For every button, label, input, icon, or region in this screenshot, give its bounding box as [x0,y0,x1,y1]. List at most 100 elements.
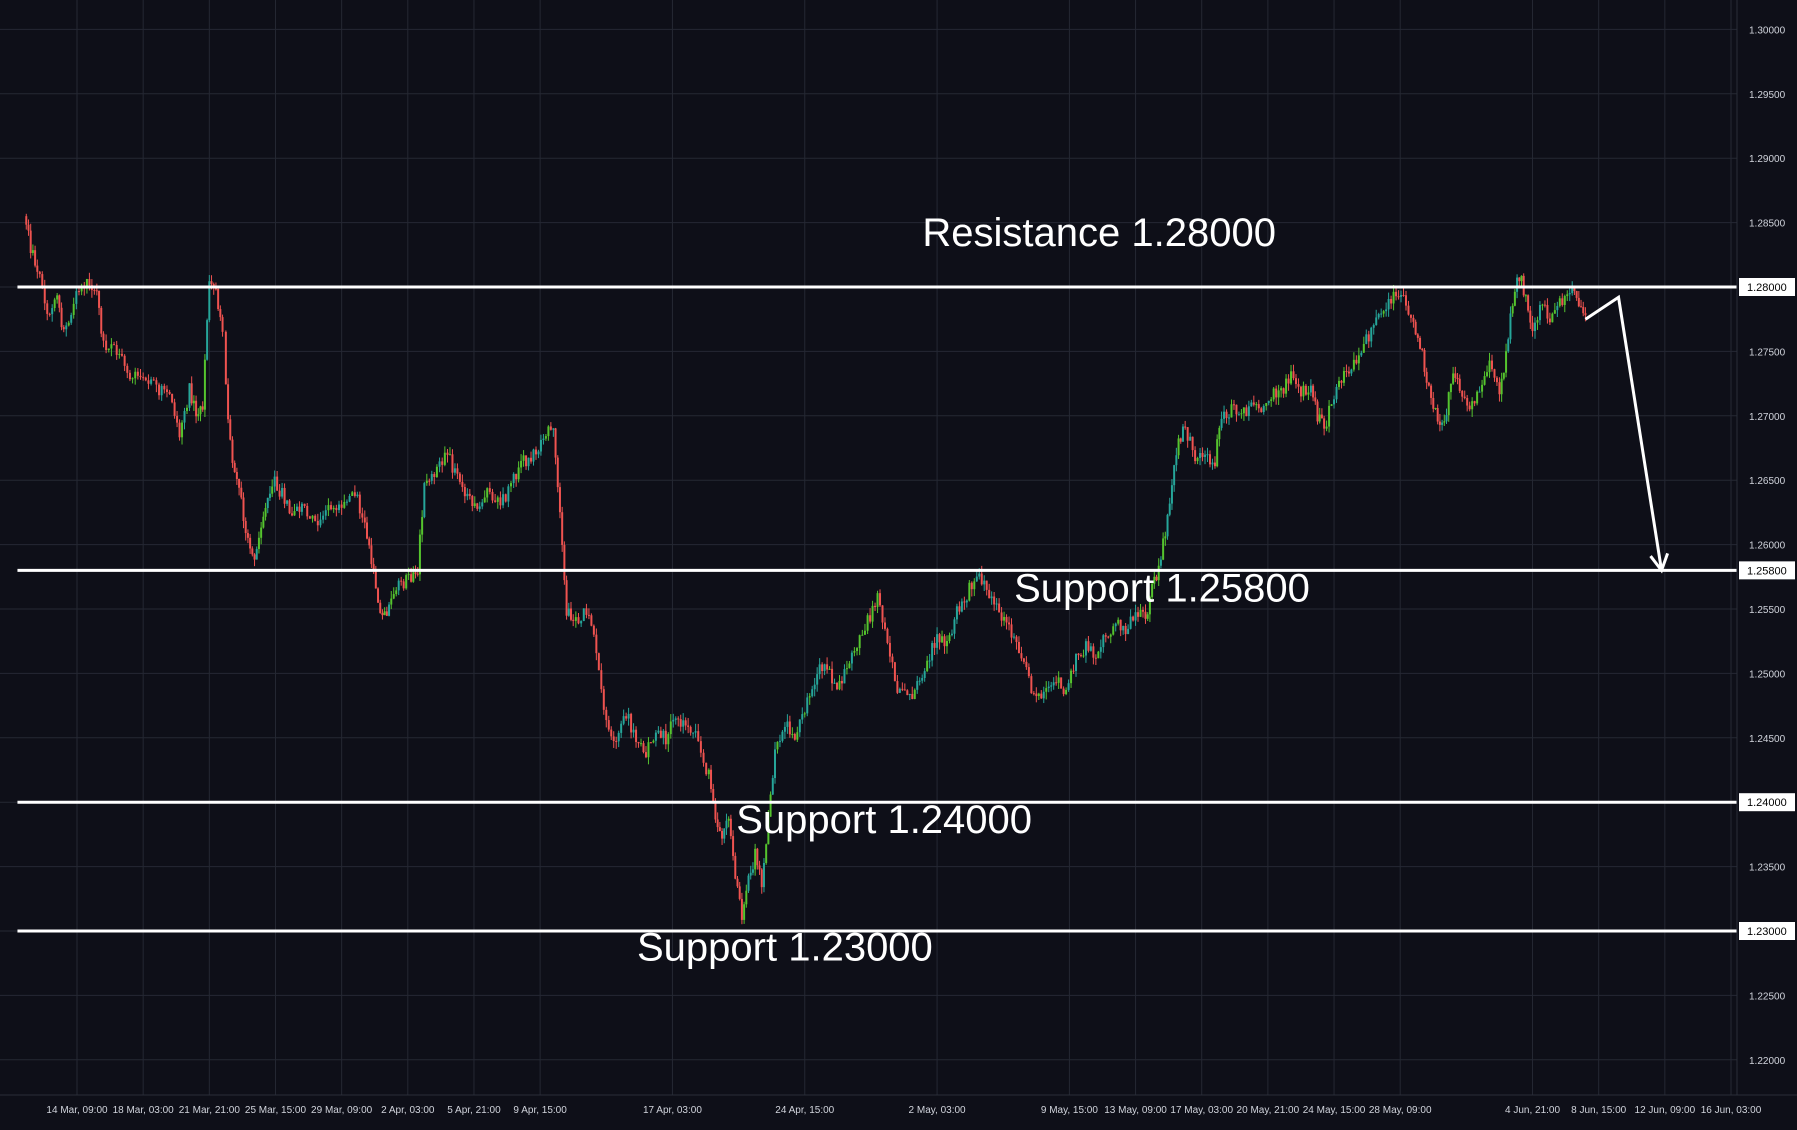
candle-body [858,635,861,649]
y-tick-label: 1.26500 [1749,476,1786,487]
candle-body [1102,635,1105,648]
candle-body [936,634,939,648]
candle-body [1184,426,1187,428]
candle-body [1077,653,1080,656]
candle-body [732,836,735,856]
candle-body [185,407,188,411]
candle-body [630,713,633,733]
candle-body [995,603,998,605]
candle-body [504,494,507,502]
candle-body [1338,380,1341,387]
projection-arrow[interactable] [1584,294,1664,571]
candle-body [303,503,306,506]
candle-body [235,472,238,479]
candle-body [705,762,708,775]
level-label: Support 1.23000 [637,926,933,970]
candle-body [968,582,971,601]
x-tick-label: 28 May, 09:00 [1369,1105,1432,1116]
candle-body [1558,298,1561,306]
candle-body [1468,405,1471,410]
candle-body [923,671,926,678]
candle-body [95,290,98,292]
candle-body [152,379,155,381]
candle-body [1189,436,1192,441]
candle-body [563,544,566,581]
candle-body [67,322,70,326]
candle-body [1181,426,1184,442]
candle-body [970,582,973,590]
candle-body [85,279,88,289]
candle-body [353,492,356,496]
candle-body [446,452,449,455]
candle-body [1211,462,1214,465]
candle-body [278,490,281,497]
candle-body [390,598,393,605]
x-tick-label: 8 Jun, 15:00 [1571,1105,1626,1116]
candle-body [1050,685,1053,687]
candle-body [397,580,400,591]
candle-body [327,505,330,511]
candle-body [522,455,525,461]
candle-body [574,617,577,621]
candle-body [1247,406,1250,417]
candle-body [1347,371,1350,374]
candle-body [874,605,877,608]
candle-body [1220,418,1223,428]
candle-body [602,689,605,710]
candle-body [672,719,675,722]
candle-body [1003,616,1006,621]
candle-body [1481,384,1484,392]
candle-body [62,327,65,330]
candle-body [926,660,929,672]
candle-body [950,633,953,636]
candle-body [911,693,914,699]
candle-body [803,713,806,715]
candle-body [816,674,819,685]
candle-body [798,719,801,733]
candle-body [1225,411,1228,419]
candle-body [217,288,220,310]
candle-body [1164,536,1167,539]
candle-body [260,527,263,538]
candle-body [903,689,906,691]
x-axis[interactable]: 14 Mar, 09:00 18 Mar, 03:00 21 Mar, 21:00 2… [0,1094,1797,1116]
candle-body [1400,295,1403,297]
candle-body [1302,385,1305,397]
candle-body [283,487,286,504]
candle-body [699,741,702,753]
candle-body [423,483,426,518]
candle-body [600,670,603,690]
candle-body [463,487,466,497]
candle-body [1230,404,1233,418]
candle-body [743,904,746,920]
candle-body [771,778,774,795]
candle-body [128,372,131,380]
candle-body [597,653,600,671]
candle-body [1032,693,1035,695]
candle-body [414,572,417,574]
candle-body [29,230,32,253]
candle-body [1541,304,1544,306]
candle-body [227,384,230,420]
candle-body [1000,612,1003,621]
candle-body [1511,305,1514,314]
candle-body [1292,371,1295,379]
candle-body [1412,317,1415,322]
candle-body [340,504,343,508]
candle-body [1027,667,1030,677]
candle-body [1270,399,1273,401]
price-tag [1739,922,1795,940]
y-tick-label: 1.23500 [1749,863,1786,874]
candle-body [866,615,869,631]
candle-body [1543,304,1546,306]
candle-body [1367,334,1370,342]
candle-body [372,564,375,571]
candle-body [1516,277,1519,292]
candle-body [821,664,824,672]
candle-body [486,488,489,498]
candle-body [1333,399,1336,405]
candle-body [1493,369,1496,378]
candle-body [1490,360,1493,370]
y-axis[interactable]: 1.30000 1.29500 1.29000 1.28500 1.28000 1.275… [1736,0,1795,1095]
